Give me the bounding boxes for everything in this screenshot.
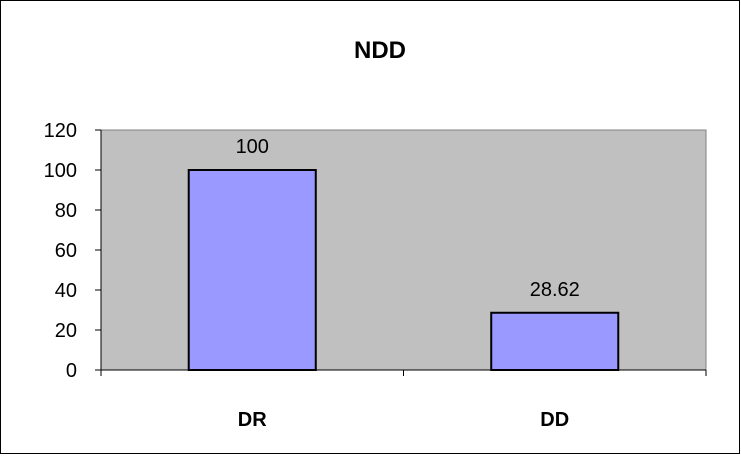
bar-dr xyxy=(187,169,317,371)
y-tick-label: 120 xyxy=(44,120,77,142)
x-tick-label: DD xyxy=(540,409,569,431)
bars xyxy=(100,169,707,376)
y-tick-label: 0 xyxy=(66,360,77,382)
data-label: 100 xyxy=(236,136,269,158)
y-tick-label: 20 xyxy=(55,320,77,342)
y-tick-label: 80 xyxy=(55,200,77,222)
bar-dd xyxy=(490,311,620,372)
y-tick-label: 60 xyxy=(55,240,77,262)
chart-title: NDD xyxy=(354,37,406,64)
data-label: 28.62 xyxy=(530,279,580,301)
x-tick-label: DR xyxy=(238,409,267,431)
y-tick-label: 100 xyxy=(44,160,77,182)
y-tick-label: 40 xyxy=(55,280,77,302)
labels: 100 DR 28.62 DD xyxy=(236,136,580,431)
